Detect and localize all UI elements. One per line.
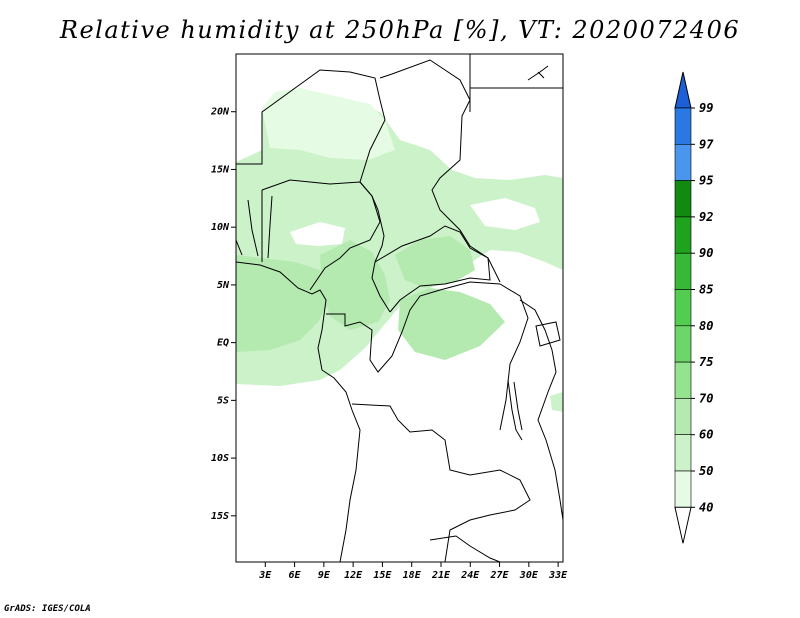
colorbar-top-arrow [674, 71, 692, 109]
humidity-region-east-fringe [550, 392, 563, 412]
humidity-region-congo [398, 288, 505, 360]
lake-tanganyika [507, 379, 523, 441]
lon-tick-label: 12E [344, 570, 363, 581]
lat-tick-label: 15N [211, 164, 230, 175]
map-frame [235, 53, 564, 563]
colorbar-swatch [674, 107, 692, 145]
colorbar: 99 97 95 92 90 85 80 75 70 60 50 40 [674, 71, 714, 544]
colorbar-label: 40 [699, 500, 713, 514]
colorbar-swatch [674, 144, 692, 181]
humidity-field [236, 88, 563, 412]
lat-tick-label: 20N [210, 107, 230, 118]
lon-tick-label: 18E [403, 570, 422, 581]
border-nigeria-north [261, 179, 381, 291]
border-south-africa [429, 535, 501, 562]
colorbar-swatch [674, 470, 692, 508]
colorbar-swatch [674, 252, 692, 290]
border-west-africa-states [236, 190, 273, 262]
lon-tick-label: 9E [318, 570, 331, 581]
lat-tick-label: 10N [211, 222, 230, 233]
colorbar-swatch [674, 216, 692, 254]
lat-tick-label: EQ [217, 338, 229, 349]
lat-tick-label: 5S [217, 395, 229, 406]
coast-northeast [527, 65, 549, 81]
colorbar-swatch [674, 289, 692, 327]
colorbar-label: 50 [699, 464, 713, 478]
humidity-region-car [395, 236, 475, 288]
map-title: Relative humidity at 250hPa [%], VT: 202… [59, 16, 741, 44]
colorbar-label: 90 [699, 246, 713, 260]
colorbar-swatch [674, 180, 692, 218]
lon-tick-label: 30E [519, 570, 539, 581]
colorbar-label: 75 [699, 355, 713, 369]
colorbar-label: 70 [699, 391, 713, 405]
border-sudan-top [469, 54, 563, 112]
grads-footer: GrADS: IGES/COLA [4, 604, 91, 614]
colorbar-label: 85 [699, 283, 713, 297]
colorbar-swatch [674, 361, 692, 399]
colorbar-swatch [674, 398, 692, 435]
lat-tick-label: 15S [211, 511, 229, 522]
colorbar-bottom-arrow [674, 506, 692, 544]
humidity-region-cameroon [320, 240, 390, 330]
lon-tick-label: 15E [373, 570, 392, 581]
lon-tick-label: 3E [258, 570, 272, 581]
colorbar-label: 99 [699, 101, 713, 115]
humidity-region-west-africa [236, 255, 330, 352]
lon-tick-label: 27E [490, 570, 510, 581]
colorbar-swatch [674, 434, 692, 472]
humidity-region-north [262, 88, 395, 160]
country-borders [236, 54, 563, 562]
colorbar-label: 95 [699, 174, 713, 188]
humidity-region-dry-patch-east [470, 198, 540, 230]
axis-ticks: 20N 15N 10N 5N EQ 5S 10S 15S 3E 6E 9E 12E 15E 18E 21E 2… [210, 107, 568, 581]
colorbar-label: 97 [699, 137, 714, 151]
humidity-region-dry-patch [290, 222, 345, 246]
border-car [374, 225, 491, 313]
lon-tick-label: 6E [289, 570, 302, 581]
border-east-lakes [519, 299, 563, 521]
border-libya-chad [379, 59, 501, 283]
colorbar-label: 92 [699, 210, 713, 224]
colorbar-swatch [674, 325, 692, 363]
lat-tick-label: 5N [217, 280, 230, 291]
border-drc-angola [351, 403, 531, 562]
border-gabon-congo [326, 281, 529, 431]
colorbar-label: 80 [699, 319, 713, 333]
lake-victoria [535, 321, 561, 347]
lon-tick-label: 33E [548, 570, 568, 581]
lat-tick-label: 10S [211, 453, 229, 464]
coastline-west-africa [236, 261, 361, 562]
colorbar-label: 60 [699, 428, 713, 442]
lon-tick-label: 24E [460, 570, 480, 581]
lon-tick-label: 21E [431, 570, 451, 581]
